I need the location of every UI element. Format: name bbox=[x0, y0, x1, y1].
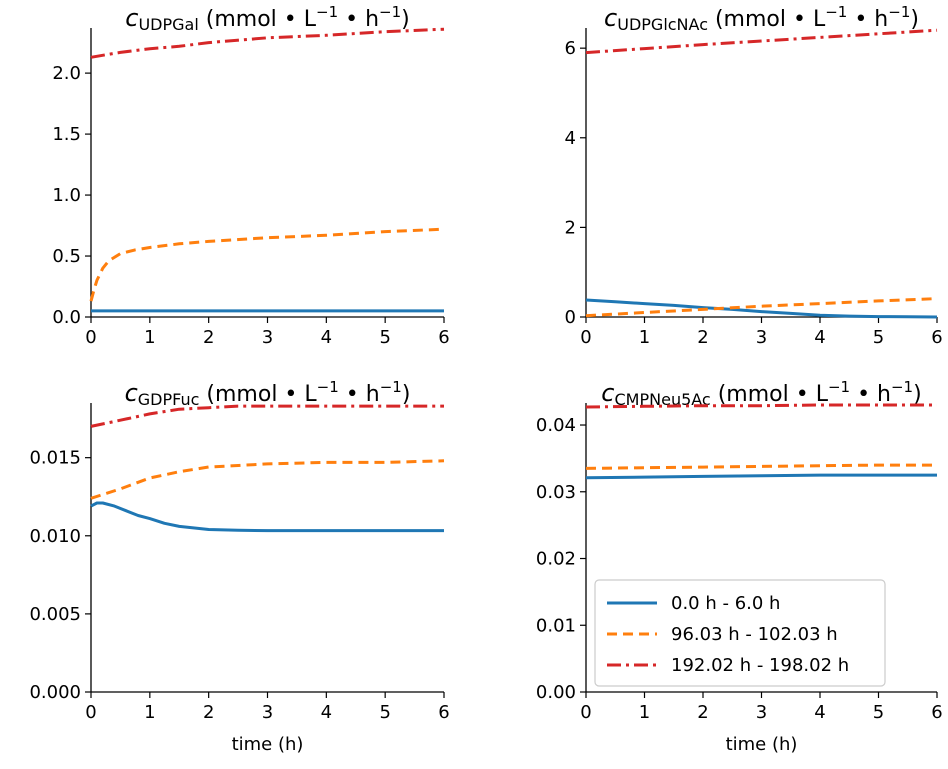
x-axis-label: time (h) bbox=[726, 734, 798, 755]
x-tick-label: 1 bbox=[639, 702, 650, 723]
x-tick-label: 3 bbox=[756, 702, 767, 723]
x-tick-label: 1 bbox=[144, 702, 155, 723]
y-tick-label: 0.0 bbox=[52, 307, 81, 328]
y-tick-label: 0.04 bbox=[536, 415, 576, 436]
x-tick-label: 3 bbox=[262, 702, 273, 723]
y-tick-label: 0.000 bbox=[29, 682, 81, 703]
x-tick-label: 3 bbox=[262, 327, 273, 348]
y-tick-label: 0 bbox=[565, 307, 576, 328]
legend-label-1: 0.0 h - 6.0 h bbox=[671, 593, 780, 614]
series-line-3 bbox=[90, 404, 444, 428]
subplot-title: cUDPGlcNAc (mmol • L−1 • h−1) bbox=[604, 3, 919, 34]
x-tick-label: 1 bbox=[144, 327, 155, 348]
x-tick-label: 2 bbox=[203, 702, 214, 723]
series-line-2 bbox=[585, 463, 937, 470]
series-line-2 bbox=[89, 227, 445, 302]
legend-label-3: 192.02 h - 198.02 h bbox=[671, 655, 849, 676]
x-tick-label: 2 bbox=[697, 327, 708, 348]
y-tick-label: 6 bbox=[565, 38, 576, 59]
subplot-title: cGDPFuc (mmol • L−1 • h−1) bbox=[125, 378, 411, 409]
y-tick-label: 2.0 bbox=[52, 63, 81, 84]
subplot-title: cCMPNeu5Ac (mmol • L−1 • h−1) bbox=[601, 378, 921, 409]
series-line-1 bbox=[585, 473, 937, 480]
y-tick-label: 0.01 bbox=[536, 615, 576, 636]
y-tick-label: 0.03 bbox=[536, 482, 576, 503]
x-tick-label: 6 bbox=[931, 327, 942, 348]
x-tick-label: 3 bbox=[756, 327, 767, 348]
x-tick-label: 4 bbox=[321, 702, 332, 723]
series-line-2 bbox=[585, 297, 938, 318]
x-tick-label: 4 bbox=[814, 702, 825, 723]
x-axis-label: time (h) bbox=[232, 734, 304, 755]
subplot-cmpneu5ac: 0 1 2 3 4 5 6 0.00 0.01 0.02 0.03 0.04 cCMPNeu5Ac (m… bbox=[536, 378, 943, 755]
y-tick-label: 4 bbox=[565, 128, 576, 149]
legend-box bbox=[594, 579, 886, 687]
y-tick-label: 0.5 bbox=[52, 246, 81, 267]
legend-label-2: 96.03 h - 102.03 h bbox=[671, 624, 838, 645]
x-tick-label: 5 bbox=[379, 702, 390, 723]
x-tick-label: 5 bbox=[379, 327, 390, 348]
x-tick-label: 0 bbox=[85, 702, 96, 723]
x-tick-label: 1 bbox=[639, 327, 650, 348]
subplot-udpgal: 0 1 2 3 4 5 6 0.0 0.5 1.0 1.5 2.0 cUDPGal (mmol • L−… bbox=[52, 3, 449, 348]
subplot-title: cUDPGal (mmol • L−1 • h−1) bbox=[125, 3, 410, 34]
y-tick-label: 1.5 bbox=[52, 124, 81, 145]
x-tick-label: 4 bbox=[814, 327, 825, 348]
x-tick-label: 2 bbox=[203, 327, 214, 348]
x-tick-label: 5 bbox=[873, 327, 884, 348]
subplot-udpglcnac: 0 1 2 3 4 5 6 0 2 4 6 cUDPGlcNAc (mmol • L−1 • h−1) bbox=[565, 3, 943, 348]
y-tick-label: 0.00 bbox=[536, 682, 576, 703]
y-tick-label: 2 bbox=[565, 217, 576, 238]
y-tick-label: 0.010 bbox=[29, 526, 81, 547]
x-tick-label: 6 bbox=[438, 327, 449, 348]
x-tick-label: 0 bbox=[580, 702, 591, 723]
y-tick-label: 0.005 bbox=[29, 604, 81, 625]
x-tick-label: 0 bbox=[85, 327, 96, 348]
x-tick-label: 6 bbox=[438, 702, 449, 723]
y-tick-label: 1.0 bbox=[52, 185, 81, 206]
x-tick-label: 0 bbox=[580, 327, 591, 348]
series-line-1 bbox=[585, 298, 938, 319]
x-tick-label: 4 bbox=[321, 327, 332, 348]
subplot-gdpfuc: 0 1 2 3 4 5 6 0.000 0.005 0.010 0.015 cGDPFuc (mmol… bbox=[29, 378, 449, 755]
x-tick-label: 2 bbox=[697, 702, 708, 723]
series-line-3 bbox=[585, 28, 938, 55]
series-line-1 bbox=[90, 501, 444, 533]
y-tick-label: 0.015 bbox=[29, 448, 81, 469]
x-tick-label: 5 bbox=[873, 702, 884, 723]
x-tick-label: 6 bbox=[931, 702, 942, 723]
series-line-2 bbox=[90, 459, 445, 500]
y-tick-label: 0.02 bbox=[536, 549, 576, 570]
series-line-3 bbox=[585, 403, 937, 409]
legend: 0.0 h - 6.0 h 96.03 h - 102.03 h 192.02 h … bbox=[594, 579, 886, 687]
